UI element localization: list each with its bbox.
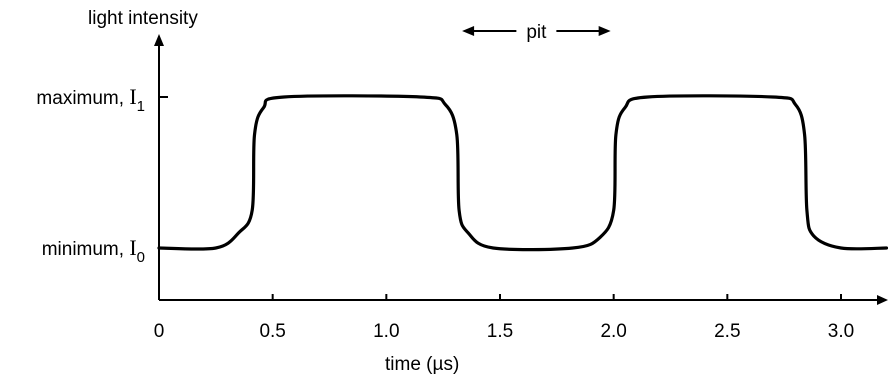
x-ticks: 0 0.5 1.0 1.5 2.0 2.5 3.0	[154, 294, 854, 342]
x-tick-label-6: 3.0	[828, 321, 854, 342]
y-level-label-1: maximum, I1	[36, 84, 145, 115]
x-tick-label-0: 0	[154, 321, 165, 342]
x-tick-label-2: 1.0	[373, 321, 399, 342]
series-line	[157, 94, 888, 252]
y-axis-label: light intensity	[88, 8, 198, 29]
x-axis-arrow	[877, 295, 888, 305]
x-tick-label-5: 2.5	[714, 321, 740, 342]
x-tick-label-4: 2.0	[600, 321, 626, 342]
x-tick-label-1: 0.5	[259, 321, 285, 342]
y-level-label-0: minimum, I0	[42, 235, 145, 266]
y-axis-arrow	[154, 34, 164, 46]
pit-annotation: pit	[462, 22, 611, 43]
x-axis-label: time (µs)	[385, 354, 459, 375]
pit-left-arrowhead	[462, 26, 475, 36]
x-tick-label-3: 1.5	[487, 321, 513, 342]
pit-label: pit	[526, 22, 547, 43]
pit-right-arrowhead	[598, 26, 611, 36]
y-levels: minimum, I0 maximum, I1	[36, 84, 168, 266]
